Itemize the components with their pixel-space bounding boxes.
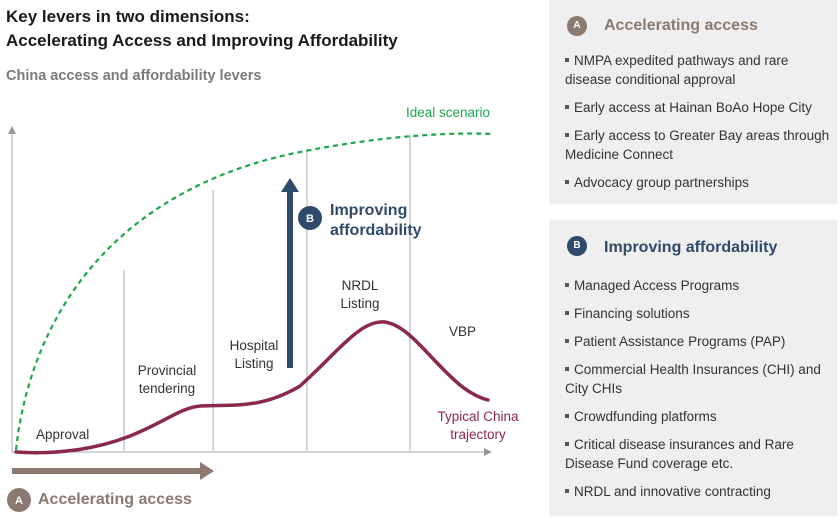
list-item: Critical disease insurances and Rare Dis…: [565, 435, 831, 473]
accelerating-badge-letter: A: [15, 495, 23, 507]
list-item: Commercial Health Insurances (CHI) and C…: [565, 360, 831, 398]
list-item-text: Advocacy group partnerships: [574, 175, 749, 190]
accelerating-access-label: Accelerating access: [38, 491, 192, 508]
list-item: Managed Access Programs: [565, 276, 831, 295]
stage-vbp: VBP: [449, 324, 477, 339]
panel-b-badge: B: [567, 236, 587, 256]
list-item: Early access to Greater Bay areas throug…: [565, 126, 831, 164]
hospital-line1: Hospital: [229, 338, 279, 353]
list-item-text: Financing solutions: [574, 306, 690, 321]
nrdl-line2: Listing: [340, 296, 380, 311]
improving-badge-circle: [298, 206, 322, 230]
list-item-text: Commercial Health Insurances (CHI) and C…: [565, 362, 821, 396]
list-item: NRDL and innovative contracting: [565, 482, 831, 501]
list-item: Advocacy group partnerships: [565, 173, 831, 192]
improving-line1: Improving: [330, 202, 408, 219]
typical-label-line1: Typical China: [437, 409, 519, 424]
list-item-text: Managed Access Programs: [574, 278, 740, 293]
page-subtitle: China access and affordability levers: [6, 68, 262, 84]
stage-hospital-listing: Hospital Listing: [224, 337, 284, 373]
list-item: Early access at Hainan BoAo Hope City: [565, 98, 831, 117]
stage-nrdl-listing: NRDL Listing: [330, 277, 390, 313]
ideal-scenario-curve: [14, 132, 493, 451]
improving-affordability-label: Improving affordability: [330, 201, 422, 241]
panel-a-badge: A: [567, 16, 587, 36]
panel-b-list: Managed Access Programs Financing soluti…: [565, 276, 831, 510]
accelerating-access-panel: A Accelerating access NMPA expedited pat…: [549, 0, 837, 204]
list-item-text: Patient Assistance Programs (PAP): [574, 334, 786, 349]
list-item: Financing solutions: [565, 304, 831, 323]
improving-line2: affordability: [330, 222, 422, 239]
list-item: NMPA expedited pathways and rare disease…: [565, 51, 831, 89]
stage-approval: Approval: [36, 427, 90, 442]
list-item-text: NRDL and innovative contracting: [574, 484, 771, 499]
panel-a-list: NMPA expedited pathways and rare disease…: [565, 51, 831, 201]
list-item-text: Early access to Greater Bay areas throug…: [565, 128, 830, 162]
list-item: Patient Assistance Programs (PAP): [565, 332, 831, 351]
lever-diagram: B A: [7, 126, 493, 512]
nrdl-line1: NRDL: [341, 278, 379, 293]
list-item: Crowdfunding platforms: [565, 407, 831, 426]
list-item-text: Early access at Hainan BoAo Hope City: [574, 100, 812, 115]
panel-b-heading: Improving affordability: [604, 239, 778, 256]
panel-a-heading: Accelerating access: [604, 17, 758, 34]
ideal-scenario-label: Ideal scenario: [406, 105, 491, 120]
provincial-line2: tendering: [138, 381, 196, 396]
list-item-text: Critical disease insurances and Rare Dis…: [565, 437, 794, 471]
improving-badge-letter: B: [306, 213, 314, 225]
improving-affordability-panel: B Improving affordability Managed Access…: [549, 220, 837, 516]
typical-trajectory-curve: [14, 320, 490, 455]
list-item-text: NMPA expedited pathways and rare disease…: [565, 53, 789, 87]
page-title: Key levers in two dimensions: Accelerati…: [6, 5, 398, 53]
improving-affordability-arrowhead: [281, 178, 299, 192]
provincial-line1: Provincial: [137, 363, 197, 378]
title-line-2: Accelerating Access and Improving Afford…: [6, 31, 398, 50]
list-item-text: Crowdfunding platforms: [574, 409, 717, 424]
stage-provincial-tendering: Provincial tendering: [130, 362, 204, 398]
hospital-line2: Listing: [234, 356, 274, 371]
title-line-1: Key levers in two dimensions:: [6, 7, 250, 26]
accelerating-badge-circle: [7, 488, 31, 512]
typical-trajectory-label: Typical China trajectory: [428, 408, 528, 444]
accelerating-access-arrowhead: [200, 462, 214, 480]
typical-label-line2: trajectory: [450, 427, 506, 442]
